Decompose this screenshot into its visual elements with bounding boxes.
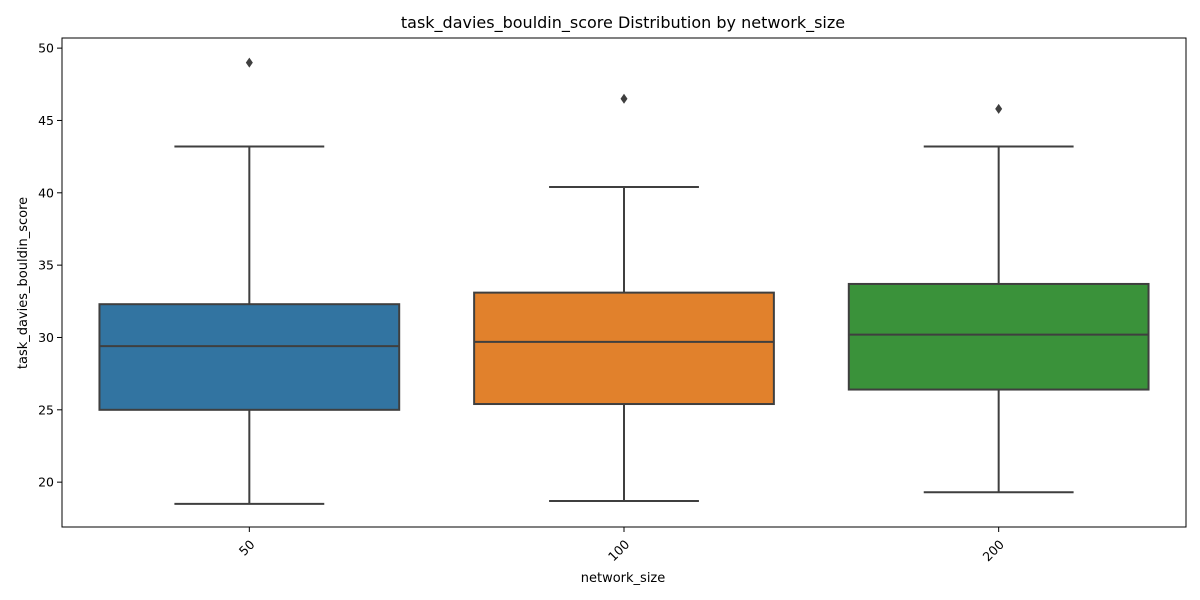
y-axis-label: task_davies_bouldin_score (16, 197, 31, 369)
x-tick-label-200: 200 (979, 537, 1007, 565)
outlier-point-50-0 (245, 57, 253, 68)
box-100 (473, 291, 775, 406)
box-50 (98, 303, 401, 411)
y-tick-label-50: 50 (38, 41, 54, 56)
outlier-point-100-0 (620, 93, 628, 104)
x-tick-label-50: 50 (236, 537, 258, 559)
box-200 (847, 282, 1150, 391)
y-tick-label-30: 30 (38, 330, 54, 345)
outlier-point-200-0 (995, 103, 1003, 114)
y-tick-label-40: 40 (38, 185, 54, 200)
box-group-100 (473, 93, 775, 502)
y-tick-label-25: 25 (38, 402, 54, 417)
box-group-50 (98, 57, 401, 505)
y-tick-label-20: 20 (38, 475, 54, 490)
plot-area (98, 57, 1150, 505)
chart-title: task_davies_bouldin_score Distribution b… (401, 13, 845, 33)
y-tick-label-45: 45 (38, 113, 54, 128)
y-tick-label-35: 35 (38, 258, 54, 273)
box-group-200 (847, 103, 1150, 494)
x-tick-label-100: 100 (605, 537, 633, 565)
x-axis-label: network_size (581, 571, 666, 586)
